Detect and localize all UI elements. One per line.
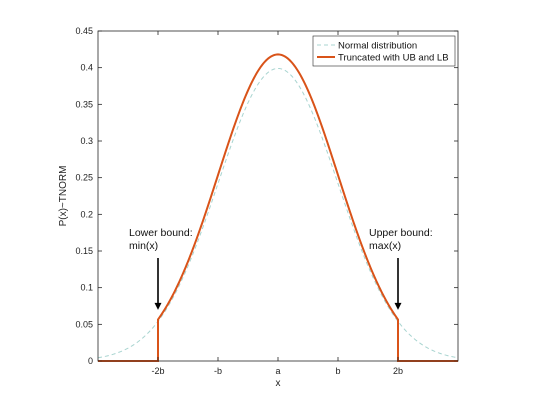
y-tick-label: 0.45 (75, 26, 93, 36)
axes: -2b -b a b 2b 0 0.05 0.1 0.15 0.2 0.25 0.3 0.35 0.4 0.… (75, 26, 459, 376)
axes-box (97, 30, 459, 362)
legend-entry-label: Truncated with UB and LB (338, 53, 449, 64)
annotation-text: Lower bound: min(x) (129, 227, 193, 252)
x-tick-label: -2b (151, 366, 164, 376)
y-tick-label: 0.3 (80, 136, 93, 146)
y-tick-label: 0.1 (80, 283, 93, 293)
legend-entry-label: Normal distribution (338, 41, 417, 52)
y-tick-label: 0.05 (75, 319, 93, 329)
y-axis-label: P(x)~TNORM (58, 166, 69, 227)
x-axis-label: x (276, 378, 281, 389)
y-tick-label: 0.2 (80, 209, 93, 219)
x-tick-label: -b (214, 366, 222, 376)
plot-area (97, 53, 459, 362)
series-normal-distribution (97, 67, 459, 359)
y-tick-label: 0.15 (75, 246, 93, 256)
y-tick-label: 0.4 (80, 63, 93, 73)
annotation-line: max(x) (369, 240, 401, 252)
annotation-line: Upper bound: (369, 227, 433, 239)
annotation-line: Lower bound: (129, 227, 193, 239)
annotation-line: min(x) (129, 240, 158, 252)
legend-box (312, 35, 456, 67)
x-tick-label: b (335, 366, 340, 376)
series-truncated (98, 53, 458, 362)
x-tick-label: a (275, 366, 280, 376)
y-tick-label: 0.35 (75, 99, 93, 109)
y-tick-label: 0 (88, 356, 93, 366)
annotation-arrow-head (394, 302, 402, 310)
x-tick-label: 2b (393, 366, 403, 376)
annotation-arrow-head (154, 302, 162, 310)
annotation-text: Upper bound: max(x) (369, 227, 433, 252)
y-tick-label: 0.25 (75, 173, 93, 183)
annotations: Lower bound: min(x) Upper bound: max(x) (129, 227, 433, 310)
